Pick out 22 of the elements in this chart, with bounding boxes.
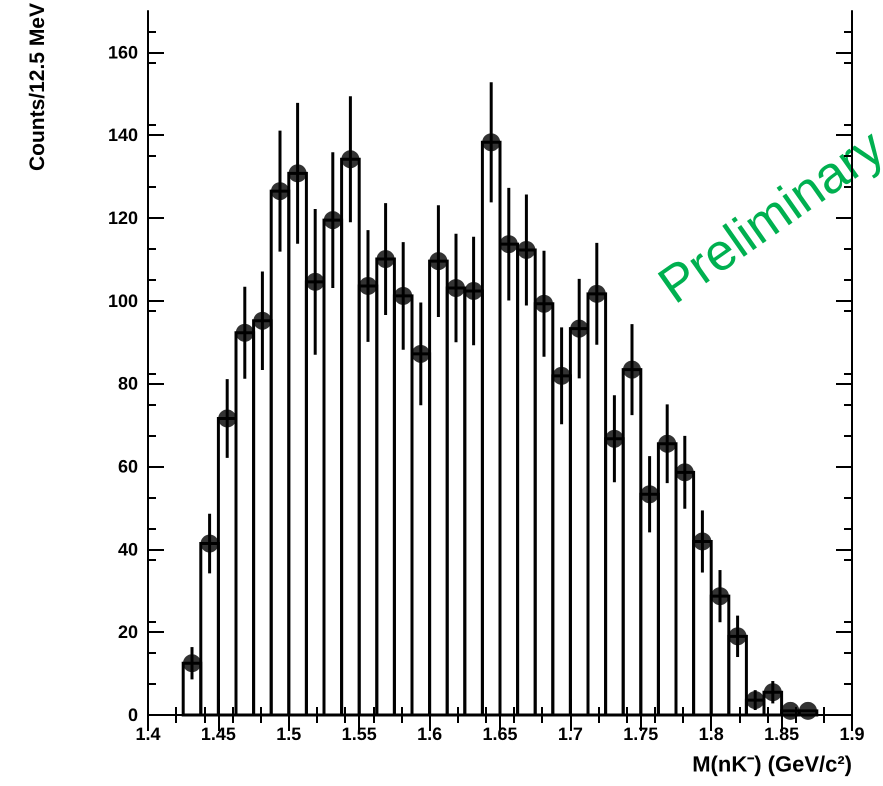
y-tick-label: 100 xyxy=(108,290,138,311)
y-tick-label: 60 xyxy=(118,456,138,477)
y-axis-title: Counts/12.5 MeV xyxy=(26,3,49,172)
x-tick-label: 1.55 xyxy=(342,724,377,744)
y-tick-label: 80 xyxy=(118,374,138,394)
x-tick-label: 1.5 xyxy=(276,724,302,744)
x-tick-label: 1.45 xyxy=(200,724,236,744)
x-tick-label: 1.75 xyxy=(623,724,658,744)
x-axis-title: M(nK⁻) (GeV/c²) xyxy=(692,752,852,776)
x-tick-label: 1.7 xyxy=(558,724,583,744)
x-tick-label: 1.65 xyxy=(482,724,518,744)
y-tick-label: 20 xyxy=(118,622,138,642)
y-tick-label: 40 xyxy=(118,539,138,560)
y-tick-label: 0 xyxy=(128,705,138,725)
x-tick-label: 1.9 xyxy=(839,724,865,744)
x-tick-label: 1.8 xyxy=(698,724,724,744)
y-tick-label: 120 xyxy=(108,208,138,228)
y-tick-label: 140 xyxy=(108,125,138,146)
x-tick-label: 1.6 xyxy=(417,724,442,744)
x-tick-label: 1.4 xyxy=(135,724,161,744)
y-tick-label: 160 xyxy=(108,42,138,62)
x-tick-label: 1.85 xyxy=(764,724,800,744)
